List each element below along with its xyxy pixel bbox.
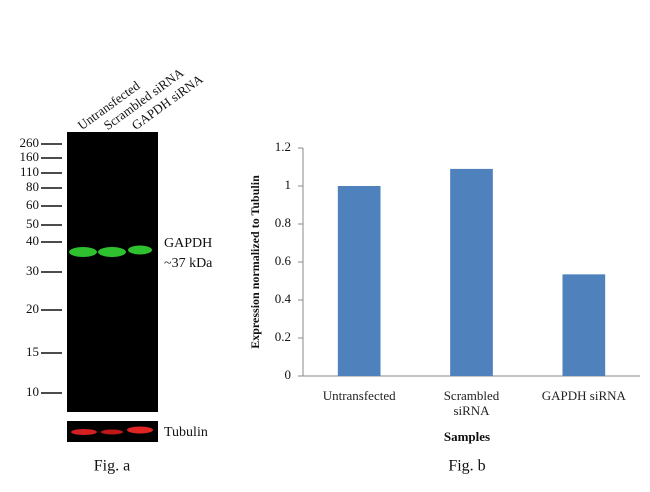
ladder-label: 110 [20, 164, 39, 179]
ladder-label: 260 [20, 135, 40, 150]
ladder-label: 60 [26, 197, 39, 212]
y-tick-label: 1.2 [275, 139, 291, 154]
y-axis-label: Expression normalized to Tubulin [248, 175, 262, 349]
control-label: Tubulin [164, 425, 208, 440]
band-label: GAPDH [164, 236, 212, 251]
band [71, 429, 97, 435]
ladder-label: 80 [26, 179, 39, 194]
caption: Fig. b [448, 458, 485, 475]
y-tick-label: 0.6 [275, 253, 292, 268]
bar [337, 186, 381, 376]
ladder-label: 20 [26, 301, 39, 316]
ladder-label: 50 [26, 216, 39, 231]
x-tick-label: GAPDH siRNA [541, 388, 626, 403]
ladder-label: 10 [26, 384, 39, 399]
blot [67, 132, 158, 412]
band [98, 247, 126, 257]
band [128, 245, 152, 255]
band-size: ~37 kDa [164, 256, 213, 271]
y-tick-label: 0.8 [275, 215, 291, 230]
bar [450, 168, 493, 376]
ladder-label: 40 [26, 233, 39, 248]
x-axis-label: Samples [444, 429, 490, 444]
y-tick-label: 0 [285, 367, 292, 382]
y-tick-label: 0.2 [275, 329, 291, 344]
band [69, 247, 97, 257]
caption: Fig. a [94, 458, 130, 475]
band [101, 429, 123, 435]
x-tick-label: Untransfected [322, 388, 396, 403]
y-tick-label: 0.4 [275, 291, 292, 306]
y-tick-label: 1 [285, 177, 292, 192]
ladder-label: 15 [26, 344, 39, 359]
ladder-label: 30 [26, 263, 39, 278]
band [127, 426, 153, 434]
ladder-label: 160 [20, 149, 40, 164]
x-tick-label: Scrambled siRNA [443, 388, 500, 418]
bar [562, 274, 606, 376]
